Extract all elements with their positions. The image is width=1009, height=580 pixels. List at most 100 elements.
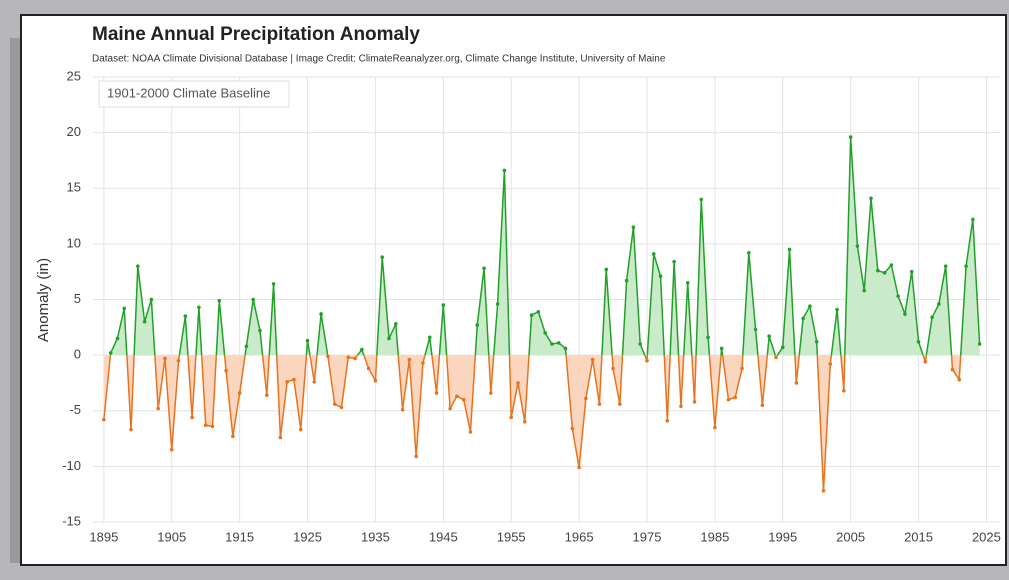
data-point xyxy=(747,250,751,255)
x-tick-label: 1935 xyxy=(361,529,390,544)
data-point xyxy=(414,454,418,459)
data-point xyxy=(495,302,500,306)
annotation: 1901-2000 Climate Baseline xyxy=(107,85,270,100)
data-point xyxy=(679,404,683,409)
data-point xyxy=(292,377,296,382)
data-point xyxy=(461,397,466,402)
y-tick-label: -5 xyxy=(69,402,81,417)
x-tick-label: 1975 xyxy=(633,529,662,544)
data-point xyxy=(115,336,120,341)
data-point xyxy=(923,360,928,364)
data-point xyxy=(896,294,900,298)
x-tick-label: 1895 xyxy=(89,529,118,544)
data-point xyxy=(278,435,283,440)
data-point xyxy=(421,361,425,365)
data-point xyxy=(244,344,249,349)
data-point xyxy=(346,355,351,360)
data-point xyxy=(366,366,371,371)
x-tick-label: 1905 xyxy=(157,529,186,544)
data-point xyxy=(210,424,215,429)
data-point xyxy=(957,377,962,382)
data-point xyxy=(142,319,147,324)
data-point xyxy=(651,252,656,256)
x-tick-label: 2025 xyxy=(972,529,1001,544)
data-point xyxy=(733,395,738,400)
data-point xyxy=(163,356,167,361)
data-point xyxy=(550,342,554,346)
data-point xyxy=(801,316,805,321)
data-point xyxy=(916,339,921,344)
y-tick-label: -15 xyxy=(62,513,81,528)
data-point xyxy=(502,168,507,173)
data-point xyxy=(102,417,106,422)
data-point xyxy=(719,346,724,351)
data-point xyxy=(203,423,208,428)
data-point xyxy=(903,312,907,316)
data-point xyxy=(869,196,873,201)
data-point xyxy=(943,264,948,268)
data-point xyxy=(808,304,812,308)
data-point xyxy=(149,297,154,302)
y-tick-label: 0 xyxy=(74,347,81,362)
data-point xyxy=(122,306,127,311)
data-point xyxy=(835,307,839,312)
data-point xyxy=(489,391,493,395)
y-tick-label: -10 xyxy=(62,458,81,473)
data-point xyxy=(251,297,256,302)
data-point xyxy=(611,366,615,371)
data-point xyxy=(176,358,181,363)
data-point xyxy=(353,356,357,361)
data-point xyxy=(231,434,235,439)
data-point xyxy=(665,418,670,423)
data-point xyxy=(332,402,337,406)
data-point xyxy=(448,406,452,411)
x-tick-label: 1965 xyxy=(565,529,594,544)
x-tick-label: 1985 xyxy=(700,529,729,544)
data-point xyxy=(624,278,629,283)
x-tick-label: 1915 xyxy=(225,529,254,544)
data-point xyxy=(380,255,385,260)
data-point xyxy=(482,266,486,271)
data-point xyxy=(183,314,188,318)
data-point xyxy=(964,264,968,268)
data-point xyxy=(136,264,140,268)
data-point xyxy=(937,302,941,306)
y-tick-label: 5 xyxy=(74,291,81,306)
data-point xyxy=(842,388,846,393)
data-point xyxy=(319,312,323,316)
data-point xyxy=(780,345,785,350)
data-point xyxy=(387,336,391,341)
data-point xyxy=(271,282,276,286)
x-tick-label: 2005 xyxy=(836,529,865,544)
data-point xyxy=(407,357,412,362)
data-point xyxy=(224,368,228,373)
y-tick-label: 10 xyxy=(67,235,81,250)
data-point xyxy=(848,135,853,139)
area-positive xyxy=(103,137,980,356)
data-point xyxy=(590,357,595,362)
data-point xyxy=(326,354,330,359)
data-point xyxy=(821,489,826,493)
data-point xyxy=(971,217,975,222)
data-point xyxy=(604,267,609,272)
data-point xyxy=(950,367,955,372)
data-point xyxy=(570,426,575,431)
data-point xyxy=(875,268,880,273)
data-point xyxy=(237,391,242,395)
data-point xyxy=(584,396,588,401)
data-point xyxy=(360,347,364,352)
y-tick-label: 20 xyxy=(67,124,81,139)
data-point xyxy=(774,355,778,360)
data-point xyxy=(814,339,819,344)
chart-title: Maine Annual Precipitation Anomaly xyxy=(92,24,420,45)
data-point xyxy=(828,362,833,366)
x-tick-label: 2015 xyxy=(904,529,933,544)
data-point xyxy=(305,338,310,343)
data-point xyxy=(509,415,513,420)
data-point xyxy=(169,447,174,452)
data-point xyxy=(468,430,473,434)
data-point xyxy=(889,263,894,267)
data-point xyxy=(631,225,636,229)
